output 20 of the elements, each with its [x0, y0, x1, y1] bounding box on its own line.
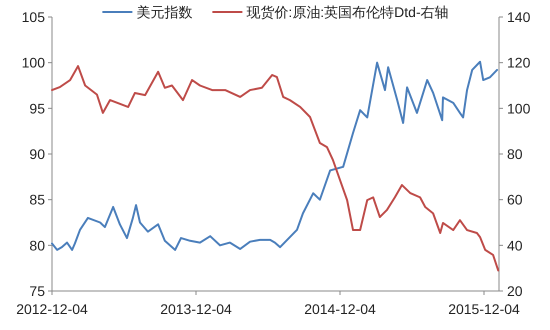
- x-tick-label: 2012-12-04: [16, 301, 88, 317]
- y2-tick-label: 60: [507, 192, 523, 208]
- y2-tick-label: 120: [507, 54, 531, 71]
- y-tick-label: 105: [22, 9, 46, 25]
- y2-tick-label: 140: [507, 9, 531, 25]
- y2-tick-label: 100: [507, 100, 531, 116]
- y-tick-label: 90: [29, 146, 46, 162]
- y-tick-label: 95: [29, 100, 46, 116]
- x-tick-label: 2013-12-04: [160, 301, 232, 317]
- x-tick-label: 2014-12-04: [304, 301, 376, 317]
- y-tick-label: 100: [22, 54, 46, 71]
- y-tick-label: 75: [29, 283, 46, 299]
- y2-tick-label: 80: [507, 146, 523, 162]
- legend-label: 现货价:原油:英国布伦特Dtd-右轴: [246, 4, 449, 20]
- y2-tick-label: 20: [507, 283, 523, 299]
- legend-label: 美元指数: [136, 4, 192, 20]
- y-tick-label: 80: [29, 237, 46, 254]
- y2-tick-label: 40: [507, 237, 523, 254]
- y-tick-label: 85: [29, 192, 46, 208]
- x-tick-label: 2015-12-04: [448, 301, 520, 317]
